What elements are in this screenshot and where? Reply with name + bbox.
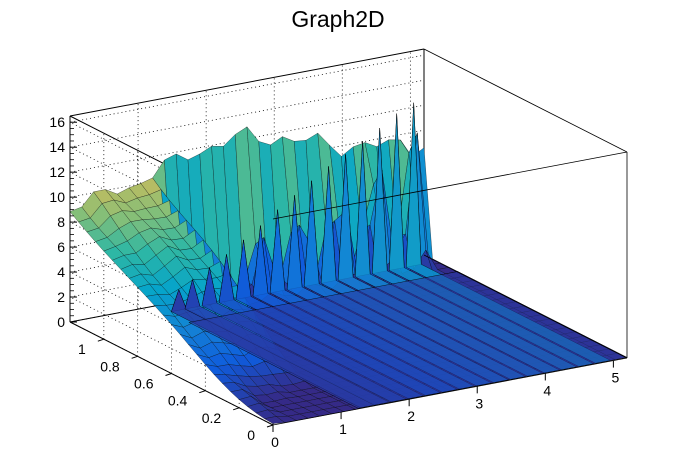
chart-title: Graph2D (291, 6, 384, 32)
z-tick-label: 12 (49, 164, 65, 180)
y-tick (131, 355, 138, 359)
floor-strip (188, 271, 628, 409)
z-tick-label: 14 (49, 139, 65, 155)
axis-edge (69, 48, 425, 117)
x-tick-label: 1 (339, 421, 347, 437)
y-tick-label: 0.2 (202, 410, 222, 426)
axis-box-front (272, 48, 628, 426)
y-tick-label: 0.4 (168, 393, 188, 409)
y-tick-label: 0 (247, 427, 255, 443)
axis-edge (423, 254, 628, 359)
z-tick-label: 0 (57, 314, 65, 330)
surface-mesh (69, 102, 628, 424)
z-tick-label: 4 (57, 264, 65, 280)
y-tick-label: 0.6 (134, 376, 154, 392)
y-tick-label: 0.8 (100, 358, 120, 374)
axis-edge (272, 151, 628, 220)
z-tick-label: 2 (57, 289, 65, 305)
y-tick (199, 390, 206, 394)
y-tick-label: 1 (78, 341, 86, 357)
axis-edge (272, 357, 628, 426)
x-tick-label: 2 (407, 408, 415, 424)
y-tick (233, 407, 240, 411)
x-tick-label: 4 (543, 382, 551, 398)
z-tick-label: 10 (49, 189, 65, 205)
y-tick (266, 424, 274, 428)
y-tick (165, 373, 172, 376)
x-tick-label: 3 (475, 395, 483, 411)
z-tick-label: 6 (57, 239, 65, 255)
z-tick-label: 16 (49, 114, 65, 130)
x-tick-label: 5 (611, 370, 619, 386)
x-tick-label: 0 (271, 434, 279, 450)
axis-edge (423, 48, 628, 153)
z-tick-label: 8 (57, 214, 65, 230)
y-tick (97, 338, 104, 342)
